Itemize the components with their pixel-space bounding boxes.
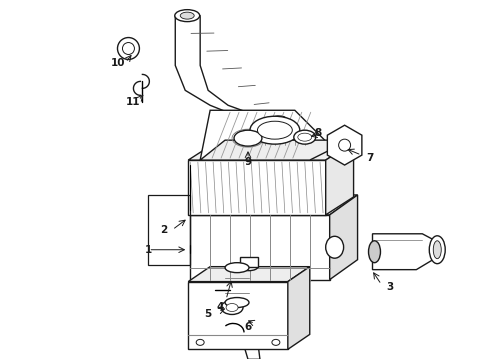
Ellipse shape [226,303,238,311]
Ellipse shape [339,139,350,151]
Text: 6: 6 [245,323,251,332]
Polygon shape [188,142,354,160]
Text: 11: 11 [126,97,141,107]
Ellipse shape [433,241,441,259]
Text: 9: 9 [245,157,251,167]
Text: 8: 8 [314,128,321,138]
Polygon shape [190,215,330,280]
Polygon shape [188,160,326,215]
Polygon shape [190,195,358,215]
Ellipse shape [225,298,249,307]
Ellipse shape [225,263,249,273]
Polygon shape [200,110,325,160]
Ellipse shape [267,116,287,126]
Ellipse shape [118,37,140,59]
Ellipse shape [234,130,262,146]
Ellipse shape [240,263,258,271]
Ellipse shape [122,42,134,54]
Polygon shape [372,234,439,270]
Ellipse shape [429,236,445,264]
Text: 10: 10 [111,58,126,68]
Polygon shape [288,267,310,349]
Ellipse shape [368,241,380,263]
Ellipse shape [221,301,243,315]
Text: 5: 5 [204,310,212,319]
Polygon shape [225,268,249,302]
Text: 7: 7 [366,153,373,163]
Text: 2: 2 [160,225,167,235]
Ellipse shape [175,10,200,22]
Ellipse shape [294,130,316,144]
Ellipse shape [326,236,343,258]
Ellipse shape [196,339,204,345]
Polygon shape [212,289,260,359]
Ellipse shape [180,12,194,19]
Polygon shape [262,130,315,145]
Polygon shape [175,15,283,122]
Bar [240,257,258,267]
Polygon shape [188,282,288,349]
Ellipse shape [250,116,300,144]
Polygon shape [188,267,310,282]
Ellipse shape [257,121,293,139]
Text: 4: 4 [217,302,224,311]
Ellipse shape [298,133,312,141]
Polygon shape [326,142,354,215]
Polygon shape [200,140,349,160]
Polygon shape [330,195,358,280]
Text: 1: 1 [145,245,152,255]
Ellipse shape [272,339,280,345]
Polygon shape [327,125,362,165]
Text: 3: 3 [386,282,393,292]
